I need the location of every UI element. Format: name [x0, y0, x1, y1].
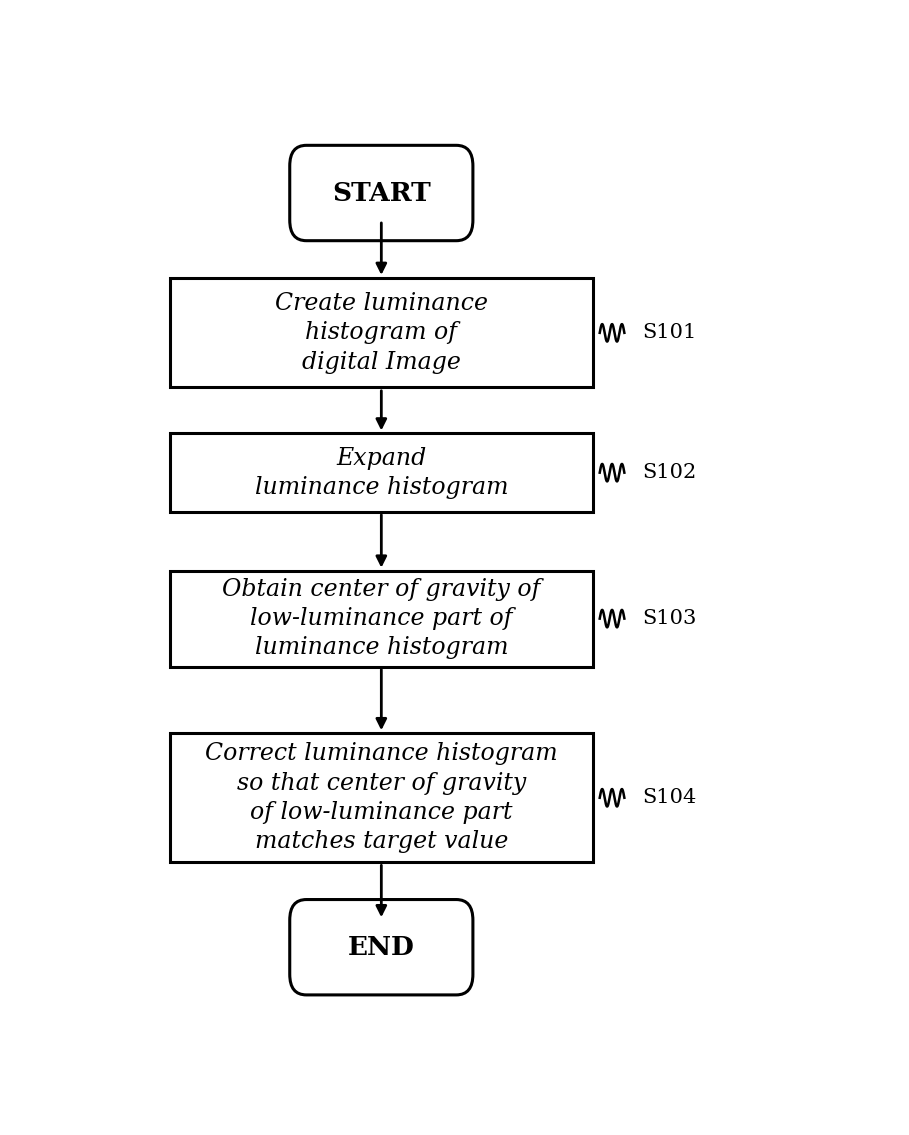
- Text: S101: S101: [642, 323, 696, 343]
- Bar: [170, 278, 593, 387]
- Text: Expand
luminance histogram: Expand luminance histogram: [255, 446, 508, 498]
- Text: S103: S103: [642, 609, 696, 628]
- Text: S104: S104: [642, 789, 696, 807]
- Text: Correct luminance histogram
so that center of gravity
of low-luminance part
matc: Correct luminance histogram so that cent…: [205, 742, 557, 854]
- Text: START: START: [332, 180, 431, 205]
- FancyBboxPatch shape: [290, 900, 473, 995]
- Bar: [170, 733, 593, 863]
- FancyBboxPatch shape: [290, 145, 473, 241]
- Bar: [170, 434, 593, 512]
- Text: Create luminance
histogram of
digital Image: Create luminance histogram of digital Im…: [275, 292, 488, 373]
- Text: S102: S102: [642, 463, 696, 482]
- Text: END: END: [348, 935, 415, 960]
- Text: Obtain center of gravity of
low-luminance part of
luminance histogram: Obtain center of gravity of low-luminanc…: [222, 578, 541, 659]
- Bar: [170, 571, 593, 666]
